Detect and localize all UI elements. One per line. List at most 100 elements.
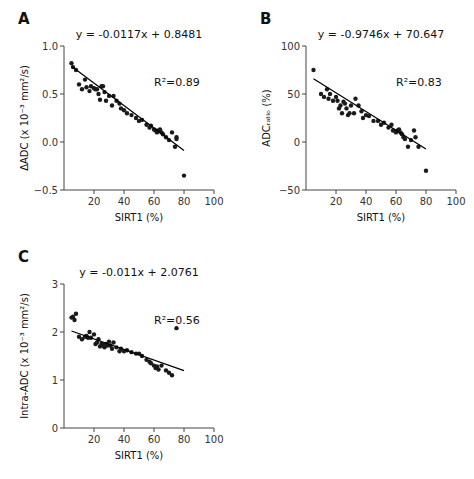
- x-tick: [154, 190, 155, 194]
- panel: 20406080100−0.50.00.51.0y = -0.0117x + 0…: [18, 10, 224, 223]
- scatter-point: [98, 98, 102, 102]
- y-tick: [302, 94, 306, 95]
- x-tick: [214, 190, 215, 194]
- regression-line: [72, 331, 185, 371]
- x-tick-label: 60: [148, 434, 161, 445]
- y-tick: [60, 284, 64, 285]
- x-tick-label: 40: [118, 196, 131, 207]
- scatter-point: [335, 99, 339, 103]
- r-squared: R²=0.89: [154, 76, 200, 89]
- scatter-point: [331, 99, 335, 103]
- scatter-point: [424, 169, 428, 173]
- panel: 20406080100−50050100y = -0.9746x + 70.64…: [260, 10, 466, 223]
- x-tick: [366, 190, 367, 194]
- r-squared: R²=0.83: [396, 76, 442, 89]
- x-tick: [94, 190, 95, 194]
- x-tick: [124, 428, 125, 432]
- scatter-point: [353, 97, 357, 101]
- y-tick-label: 100: [281, 41, 300, 52]
- panel-label: C: [18, 248, 29, 266]
- y-tick: [302, 46, 306, 47]
- scatter-point: [412, 128, 416, 132]
- panel-label: B: [260, 10, 271, 28]
- scatter-point: [349, 103, 353, 107]
- scatter-point: [92, 332, 96, 336]
- scatter-point: [125, 111, 129, 115]
- scatter-point: [371, 119, 375, 123]
- scatter-point: [344, 106, 348, 110]
- panel: 204060801000123y = -0.011x + 2.0761SIRT1…: [18, 248, 224, 461]
- y-tick: [60, 332, 64, 333]
- scatter-point: [170, 373, 174, 377]
- scatter-point: [110, 103, 114, 107]
- y-tick: [60, 428, 64, 429]
- scatter-point: [347, 111, 351, 115]
- scatter-point: [80, 87, 84, 91]
- x-tick-label: 40: [118, 434, 131, 445]
- y-tick-label: 0.0: [42, 137, 58, 148]
- scatter-point: [129, 113, 133, 117]
- title: y = -0.0117x + 0.8481: [76, 28, 202, 41]
- scatter-point: [352, 111, 356, 115]
- regression-line: [314, 79, 427, 149]
- y-tick: [60, 380, 64, 381]
- y-tick-label: 0: [294, 137, 300, 148]
- scatter-point: [104, 99, 108, 103]
- scatter-point: [69, 61, 73, 65]
- y-tick: [302, 142, 306, 143]
- y-axis-label: Intra-ADC (x 10⁻³ mm²/s): [19, 293, 30, 419]
- scatter-point: [95, 87, 99, 91]
- x-tick: [336, 190, 337, 194]
- y-tick: [60, 190, 64, 191]
- scatter-point: [77, 82, 81, 86]
- x-tick: [426, 190, 427, 194]
- y-axis-label: ADCᵣₐₜᵢₒ (%): [261, 89, 272, 146]
- scatter-point: [170, 130, 174, 134]
- scatter-point: [328, 92, 332, 96]
- y-axis-line: [64, 46, 65, 190]
- scatter-point: [338, 103, 342, 107]
- y-tick-label: −50: [279, 185, 300, 196]
- x-tick-label: 20: [88, 434, 101, 445]
- x-tick: [456, 190, 457, 194]
- title: y = -0.011x + 2.0761: [79, 266, 198, 279]
- x-axis-label: SIRT1 (%): [357, 212, 406, 223]
- x-tick: [124, 190, 125, 194]
- y-axis-label: ΔADC (x 10⁻³ mm²/s): [19, 65, 30, 171]
- x-tick-label: 20: [330, 196, 343, 207]
- x-tick-label: 40: [360, 196, 373, 207]
- x-tick: [154, 428, 155, 432]
- x-tick-label: 20: [88, 196, 101, 207]
- scatter-point: [311, 68, 315, 72]
- x-axis-label: SIRT1 (%): [115, 212, 164, 223]
- scatter-point: [96, 92, 100, 96]
- x-tick-label: 80: [420, 196, 433, 207]
- scatter-point: [340, 111, 344, 115]
- y-tick-label: 0.5: [42, 89, 58, 100]
- y-tick-label: 1: [52, 375, 58, 386]
- r-squared: R²=0.56: [154, 314, 200, 327]
- y-axis-line: [64, 284, 65, 428]
- y-tick: [60, 142, 64, 143]
- scatter-point: [326, 97, 330, 101]
- x-tick: [184, 190, 185, 194]
- scatter-point: [87, 89, 91, 93]
- y-tick: [302, 190, 306, 191]
- scatter-point: [343, 101, 347, 105]
- y-axis-line: [306, 46, 307, 190]
- scatter-point: [110, 347, 114, 351]
- x-tick-label: 60: [148, 196, 161, 207]
- x-axis-line: [64, 190, 214, 191]
- scatter-point: [72, 318, 76, 322]
- y-tick-label: 1.0: [42, 41, 58, 52]
- y-tick: [60, 94, 64, 95]
- scatter-point: [84, 85, 88, 89]
- figure: 20406080100−0.50.00.51.0y = -0.0117x + 0…: [0, 0, 474, 479]
- x-tick: [214, 428, 215, 432]
- panel-label: A: [18, 10, 30, 28]
- scatter-point: [174, 135, 178, 139]
- x-tick: [94, 428, 95, 432]
- y-tick-label: 0: [52, 423, 58, 434]
- x-axis-line: [306, 190, 456, 191]
- x-tick: [396, 190, 397, 194]
